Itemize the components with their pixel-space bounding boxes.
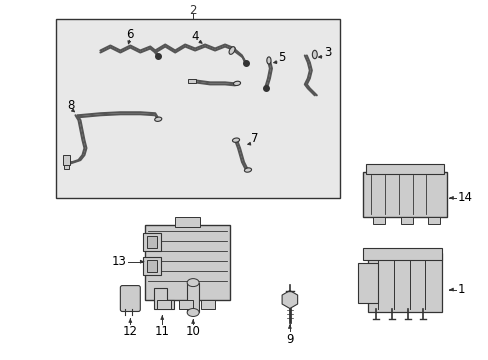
Ellipse shape (187, 279, 199, 287)
Ellipse shape (266, 57, 270, 64)
Text: 3: 3 (324, 46, 331, 59)
Bar (362, 248, 442, 260)
Bar (188, 80, 196, 84)
Bar (143, 257, 161, 275)
Bar (372, 217, 384, 224)
Text: 2: 2 (188, 4, 196, 17)
Bar (201, 300, 215, 310)
Bar (157, 300, 171, 310)
Text: 5: 5 (278, 51, 285, 64)
Text: 7: 7 (251, 132, 258, 145)
Bar (62, 155, 70, 165)
Bar (400, 217, 412, 224)
Bar (179, 300, 193, 310)
Bar (365, 164, 444, 174)
Text: 9: 9 (285, 333, 293, 346)
Ellipse shape (187, 309, 199, 316)
Bar (145, 225, 229, 300)
FancyBboxPatch shape (120, 285, 140, 311)
Bar (147, 260, 157, 272)
Text: 6: 6 (126, 28, 134, 41)
Bar (175, 217, 200, 227)
Polygon shape (154, 288, 174, 310)
Text: 1: 1 (456, 283, 464, 296)
Bar (367, 253, 442, 312)
Ellipse shape (154, 117, 162, 121)
Bar (187, 283, 199, 312)
Text: 12: 12 (122, 325, 138, 338)
Ellipse shape (232, 138, 239, 142)
Bar (362, 172, 447, 217)
Bar (357, 263, 377, 302)
Bar (143, 233, 161, 251)
Bar (147, 236, 157, 248)
Text: 10: 10 (185, 325, 200, 338)
Ellipse shape (228, 47, 235, 54)
Bar (427, 217, 440, 224)
Bar (56, 19, 339, 198)
Ellipse shape (244, 168, 251, 172)
Text: 11: 11 (154, 325, 169, 338)
Ellipse shape (312, 50, 317, 59)
Bar (63, 165, 69, 169)
Text: 8: 8 (67, 99, 74, 112)
Ellipse shape (233, 81, 240, 86)
Text: 13: 13 (111, 255, 126, 268)
Text: 4: 4 (191, 30, 199, 43)
Text: 14: 14 (456, 192, 471, 204)
